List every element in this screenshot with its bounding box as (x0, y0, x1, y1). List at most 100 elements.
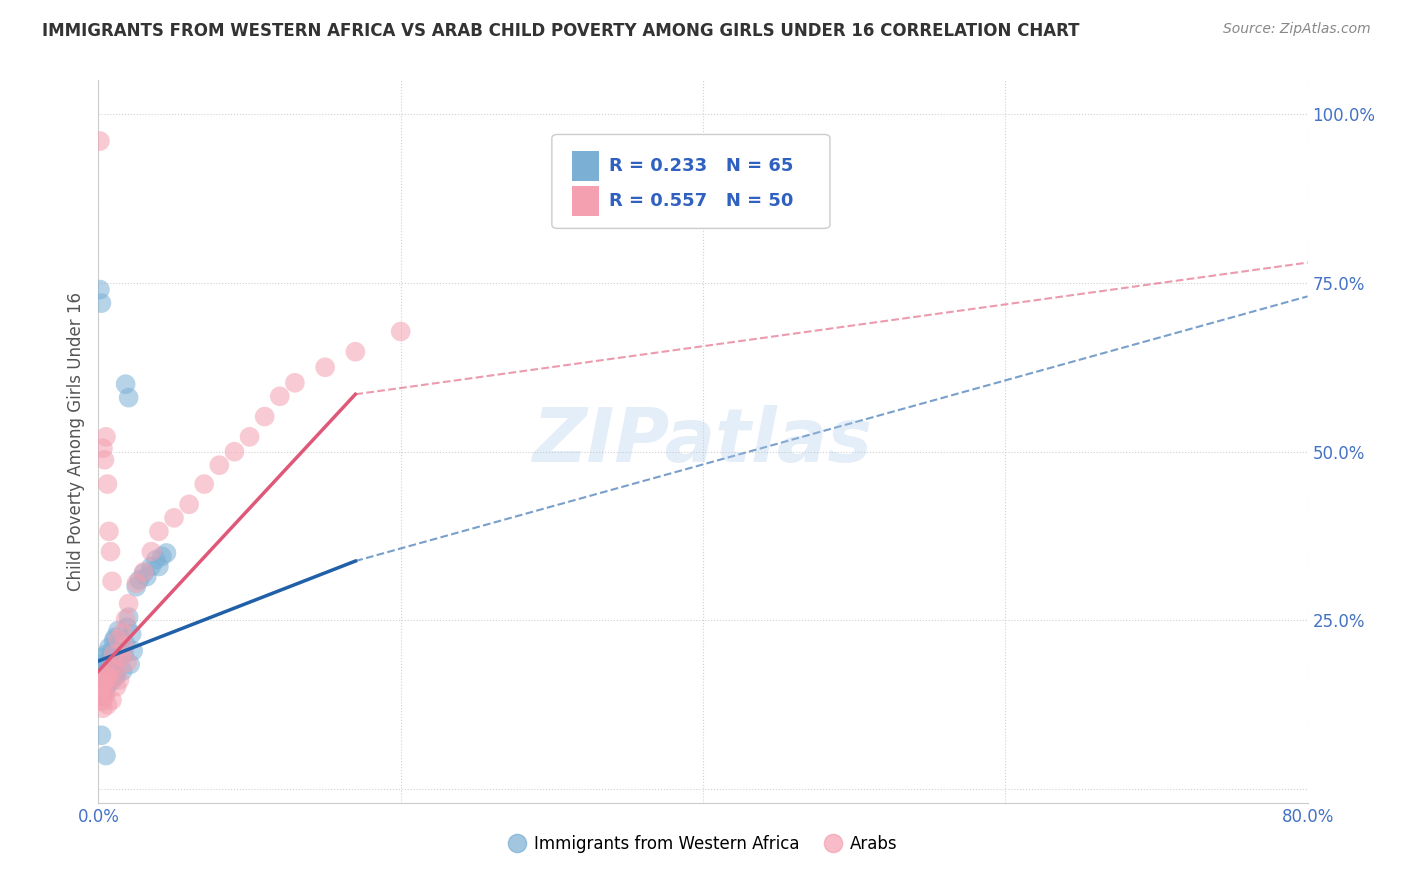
Point (98, 674, 121, 689)
Point (118, 391, 141, 405)
Point (98, 524, 121, 539)
Point (239, 430, 262, 444)
Point (96, 477, 118, 491)
Point (90, 728, 112, 742)
Point (103, 647, 125, 661)
Point (128, 573, 150, 587)
Point (163, 511, 186, 525)
Point (114, 637, 136, 651)
Point (100, 671, 122, 685)
Point (89, 134, 111, 148)
Point (100, 662, 122, 676)
Text: IMMIGRANTS FROM WESTERN AFRICA VS ARAB CHILD POVERTY AMONG GIRLS UNDER 16 CORREL: IMMIGRANTS FROM WESTERN AFRICA VS ARAB C… (42, 22, 1080, 40)
Point (111, 664, 134, 678)
Point (96, 671, 118, 685)
Point (104, 631, 127, 645)
Point (90, 689, 112, 703)
Point (141, 544, 163, 558)
Point (90, 681, 112, 695)
Point (125, 576, 148, 591)
Text: ZIPatlas: ZIPatlas (533, 405, 873, 478)
Point (90, 682, 112, 697)
Point (125, 580, 148, 594)
Point (148, 524, 170, 539)
Point (269, 389, 291, 403)
Point (91, 664, 114, 678)
Point (94, 678, 117, 692)
Point (96, 698, 118, 712)
Point (114, 377, 136, 392)
Point (100, 667, 122, 681)
Point (94, 647, 117, 661)
Point (103, 633, 125, 648)
Point (94, 430, 117, 444)
FancyBboxPatch shape (551, 135, 830, 228)
Point (118, 610, 141, 624)
Point (110, 633, 132, 648)
Point (389, 325, 412, 339)
Point (90, 694, 112, 708)
Point (179, 497, 201, 511)
Point (284, 376, 307, 390)
Point (90, 688, 112, 702)
Legend: Immigrants from Western Africa, Arabs: Immigrants from Western Africa, Arabs (502, 828, 904, 860)
Point (90, 650, 112, 665)
Bar (572, 186, 599, 216)
Point (193, 477, 215, 491)
Point (103, 671, 125, 685)
Point (91, 678, 114, 692)
Text: R = 0.233   N = 65: R = 0.233 N = 65 (609, 156, 793, 175)
Point (108, 673, 131, 687)
Point (91, 675, 114, 690)
Point (89, 657, 111, 672)
Point (89, 684, 111, 698)
Point (100, 650, 122, 665)
Point (93, 452, 115, 467)
Point (107, 624, 129, 638)
Point (93, 681, 115, 695)
Point (101, 644, 124, 658)
Point (91, 684, 114, 698)
Y-axis label: Child Poverty Among Girls Under 16: Child Poverty Among Girls Under 16 (66, 292, 84, 591)
Point (93, 686, 115, 700)
Point (112, 647, 135, 661)
Point (121, 627, 143, 641)
Point (105, 644, 128, 658)
Point (115, 620, 138, 634)
Point (101, 574, 124, 589)
Point (107, 632, 129, 647)
Point (105, 680, 128, 694)
Point (89, 678, 111, 692)
Point (145, 552, 167, 566)
Point (94, 688, 117, 702)
Point (96, 664, 118, 678)
Text: Source: ZipAtlas.com: Source: ZipAtlas.com (1223, 22, 1371, 37)
Point (93, 678, 115, 692)
Point (93, 673, 115, 687)
Point (98, 674, 121, 689)
Point (120, 657, 142, 672)
Point (148, 559, 170, 574)
Point (314, 360, 336, 375)
Point (91, 701, 114, 715)
Point (101, 674, 124, 689)
Point (115, 656, 138, 670)
Text: R = 0.557   N = 50: R = 0.557 N = 50 (609, 192, 793, 210)
Point (89, 283, 111, 297)
Point (100, 544, 122, 558)
Point (122, 644, 145, 658)
Point (103, 661, 125, 675)
Point (132, 565, 155, 579)
Point (94, 669, 117, 683)
Point (150, 549, 173, 564)
Point (91, 442, 114, 456)
Point (118, 597, 141, 611)
Point (93, 671, 115, 685)
Point (101, 693, 124, 707)
Point (253, 409, 276, 424)
Point (141, 559, 163, 574)
Point (110, 650, 132, 665)
Point (132, 566, 155, 581)
Point (98, 671, 121, 685)
Point (104, 667, 127, 681)
